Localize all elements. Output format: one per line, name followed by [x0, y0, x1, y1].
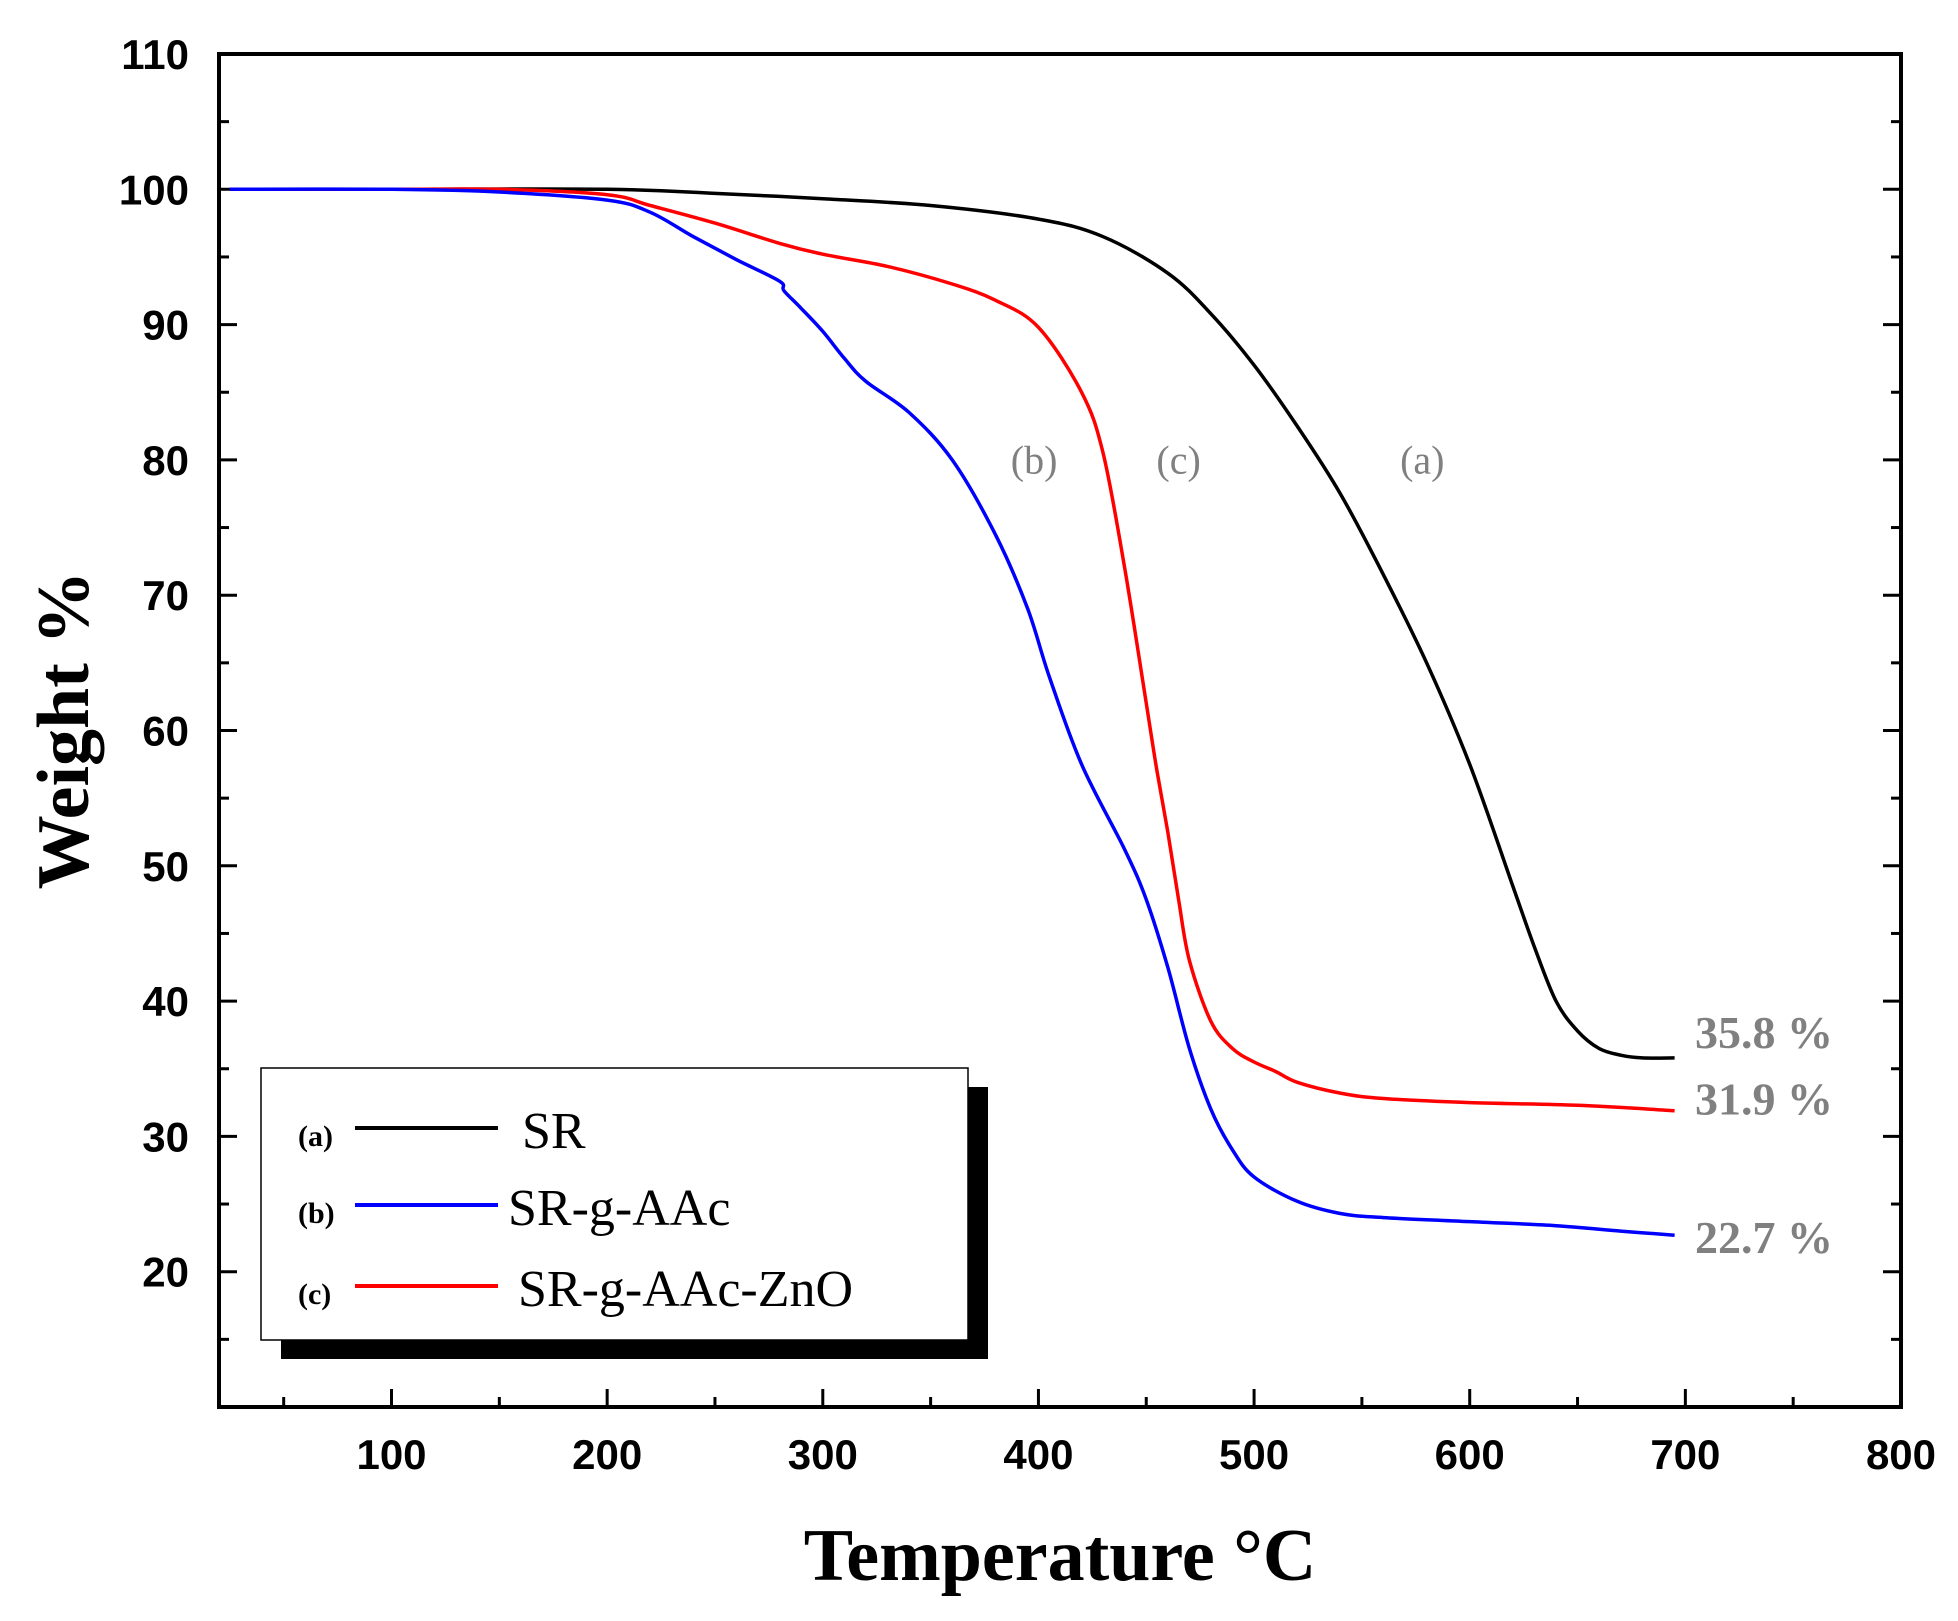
residue-label: 22.7 %	[1695, 1212, 1833, 1263]
y-tick-label: 100	[119, 166, 189, 213]
legend-label: SR	[522, 1103, 586, 1160]
legend-box	[260, 1067, 969, 1341]
legend-tag: (c)	[298, 1278, 331, 1311]
series-line-sr-g-aac-zno	[229, 187, 1675, 1113]
y-tick-label: 110	[121, 31, 189, 78]
y-tick-label: 60	[142, 708, 189, 755]
series-lines	[229, 187, 1675, 1237]
legend-label: SR-g-AAc-ZnO	[518, 1261, 853, 1318]
legend: (a) SR (b) SR-g-AAc (c) SR-g-AAc-ZnO	[260, 1067, 988, 1359]
y-tick-label: 40	[142, 978, 189, 1025]
x-tick-label: 200	[572, 1431, 642, 1478]
curve-annotation: (a)	[1400, 437, 1444, 482]
y-axis-title: Weight %	[23, 571, 105, 890]
y-tick-label: 50	[142, 843, 189, 890]
x-tick-label: 800	[1866, 1431, 1936, 1478]
legend-label: SR-g-AAc	[508, 1180, 730, 1237]
y-tick-label: 30	[142, 1113, 189, 1160]
curve-annotation: (b)	[1011, 437, 1058, 482]
x-axis-ticks: 100 200 300 400 500 600 700 800	[282, 1389, 1936, 1478]
residue-labels: 35.8 % 22.7 % 31.9 %	[1695, 1007, 1833, 1263]
x-tick-label: 600	[1435, 1431, 1505, 1478]
x-tick-label: 100	[356, 1431, 426, 1478]
plot-frame	[217, 52, 1903, 1409]
x-tick-label: 500	[1219, 1431, 1289, 1478]
x-tick-label: 400	[1003, 1431, 1073, 1478]
y-tick-label: 70	[142, 572, 189, 619]
x-axis-title: Temperature °C	[804, 1515, 1317, 1597]
curve-annotation: (c)	[1156, 437, 1200, 482]
y-tick-label: 80	[142, 437, 189, 484]
x-tick-label: 300	[788, 1431, 858, 1478]
x-tick-label: 700	[1650, 1431, 1720, 1478]
residue-label: 31.9 %	[1695, 1074, 1833, 1125]
series-line-sr	[229, 187, 1675, 1060]
residue-label: 35.8 %	[1695, 1007, 1833, 1058]
series-line-sr-g-aac	[229, 187, 1675, 1237]
legend-tag: (a)	[298, 1120, 333, 1153]
y-axis-ticks: 20 30 40 50 60 70 80 90 100 110	[119, 31, 1901, 1341]
y-tick-label: 90	[142, 302, 189, 349]
y-tick-label: 20	[142, 1249, 189, 1296]
legend-tag: (b)	[298, 1197, 335, 1230]
curve-annotations: (a) (b) (c)	[1011, 437, 1445, 482]
